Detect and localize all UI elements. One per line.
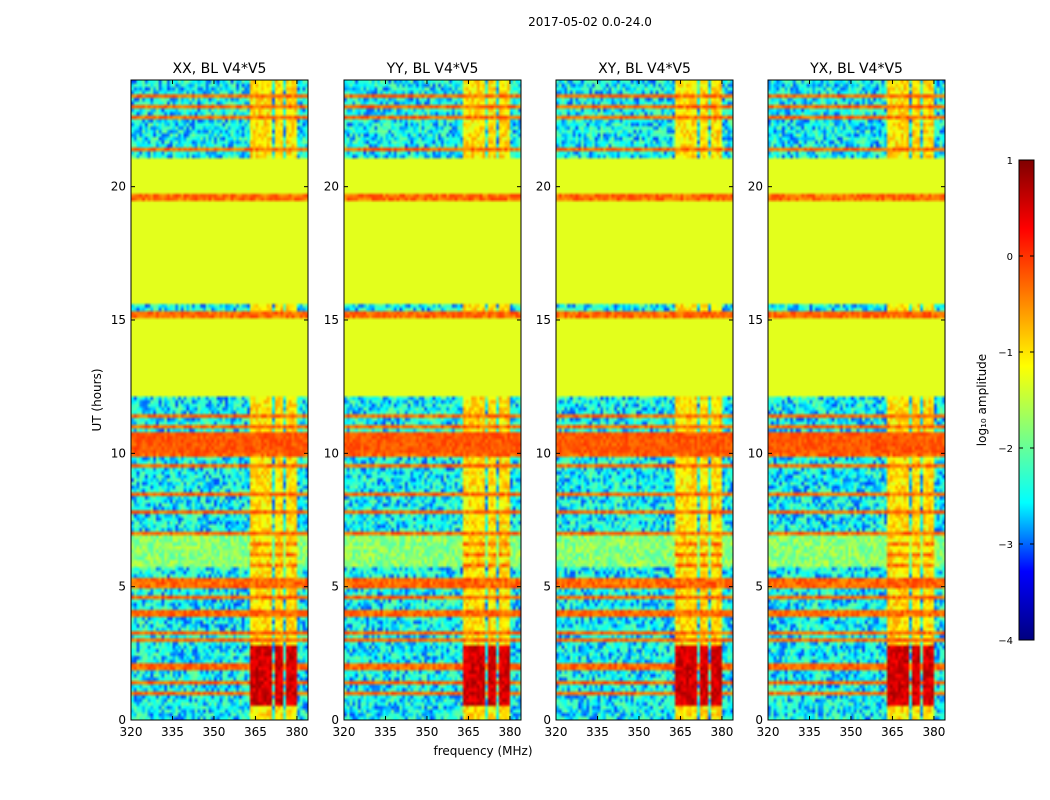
x-tick-label: 335 bbox=[161, 725, 184, 739]
x-tick-label: 335 bbox=[586, 725, 609, 739]
y-axis-label: UT (hours) bbox=[90, 368, 104, 431]
panel-title: YY, BL V4*V5 bbox=[386, 61, 479, 77]
x-tick-label: 320 bbox=[120, 725, 143, 739]
x-tick-label: 350 bbox=[840, 725, 863, 739]
y-tick-label: 10 bbox=[324, 446, 339, 460]
panel-2: YY, BL V4*V5 320 335 350 365 380 0 5 10 15 20 bbox=[324, 61, 522, 739]
figure-suptitle: 2017-05-02 0.0-24.0 bbox=[528, 15, 652, 29]
y-tick-label: 5 bbox=[755, 580, 763, 594]
y-tick-label: 20 bbox=[536, 180, 551, 194]
y-tick-label: 0 bbox=[543, 713, 551, 727]
y-tick-label: 0 bbox=[755, 713, 763, 727]
x-tick-label: 320 bbox=[333, 725, 356, 739]
y-tick-label: 20 bbox=[111, 180, 126, 194]
y-tick-label: 15 bbox=[748, 313, 763, 327]
x-tick-label: 365 bbox=[457, 725, 480, 739]
axes-frame bbox=[343, 79, 522, 721]
heatmap-image bbox=[768, 80, 945, 720]
axes-frame bbox=[130, 79, 309, 721]
axes-frame bbox=[767, 79, 946, 721]
x-tick-label: 350 bbox=[628, 725, 651, 739]
x-tick-label: 335 bbox=[798, 725, 821, 739]
heatmap-image bbox=[131, 80, 308, 720]
colorbar-gradient bbox=[1018, 159, 1035, 641]
x-tick-label: 380 bbox=[710, 725, 733, 739]
panel-title: XY, BL V4*V5 bbox=[598, 61, 691, 77]
y-tick-label: 15 bbox=[536, 313, 551, 327]
colorbar-label: log₁₀ amplitude bbox=[975, 354, 989, 446]
colorbar: 1 0 −1 −2 −3 −4 log₁₀ amplitude bbox=[975, 156, 1035, 647]
colorbar-tick-label: 1 bbox=[1007, 156, 1013, 167]
colorbar-tick-label: −3 bbox=[998, 540, 1013, 551]
x-tick-label: 320 bbox=[757, 725, 780, 739]
y-tick-label: 0 bbox=[118, 713, 126, 727]
x-tick-label: 335 bbox=[374, 725, 397, 739]
y-tick-label: 10 bbox=[748, 446, 763, 460]
x-tick-label: 380 bbox=[922, 725, 945, 739]
x-tick-label: 350 bbox=[203, 725, 226, 739]
y-tick-label: 5 bbox=[543, 580, 551, 594]
x-tick-label: 350 bbox=[416, 725, 439, 739]
colorbar-tick-label: 0 bbox=[1007, 252, 1013, 263]
x-tick-label: 365 bbox=[669, 725, 692, 739]
x-axis-label: frequency (MHz) bbox=[433, 744, 532, 758]
y-tick-label: 10 bbox=[536, 446, 551, 460]
panel-3: XY, BL V4*V5 320 335 350 365 380 0 5 10 15 20 bbox=[536, 61, 734, 739]
y-tick-label: 5 bbox=[118, 580, 126, 594]
panel-title: XX, BL V4*V5 bbox=[173, 61, 267, 77]
colorbar-tick-label: −1 bbox=[998, 348, 1013, 359]
y-tick-label: 15 bbox=[111, 313, 126, 327]
y-tick-label: 20 bbox=[324, 180, 339, 194]
y-tick-label: 15 bbox=[324, 313, 339, 327]
colorbar-tick-label: −2 bbox=[998, 444, 1013, 455]
panel-4: YX, BL V4*V5 320 335 350 365 380 0 5 10 15 20 bbox=[748, 61, 946, 739]
x-tick-label: 320 bbox=[545, 725, 568, 739]
y-tick-label: 20 bbox=[748, 180, 763, 194]
colorbar-tick-label: −4 bbox=[998, 636, 1013, 647]
panel-title: YX, BL V4*V5 bbox=[809, 61, 903, 77]
panel-1: XX, BL V4*V5 320 335 350 365 380 0 5 10 15 20 bbox=[111, 61, 309, 739]
axes-frame bbox=[555, 79, 734, 721]
x-tick-label: 365 bbox=[244, 725, 267, 739]
x-tick-label: 380 bbox=[285, 725, 308, 739]
heatmap-image bbox=[556, 80, 733, 720]
y-tick-label: 5 bbox=[331, 580, 339, 594]
x-tick-label: 380 bbox=[498, 725, 521, 739]
heatmap-image bbox=[344, 80, 521, 720]
x-tick-label: 365 bbox=[881, 725, 904, 739]
y-tick-label: 10 bbox=[111, 446, 126, 460]
y-tick-label: 0 bbox=[331, 713, 339, 727]
colorbar-ticks: 1 0 −1 −2 −3 −4 bbox=[998, 156, 1034, 647]
